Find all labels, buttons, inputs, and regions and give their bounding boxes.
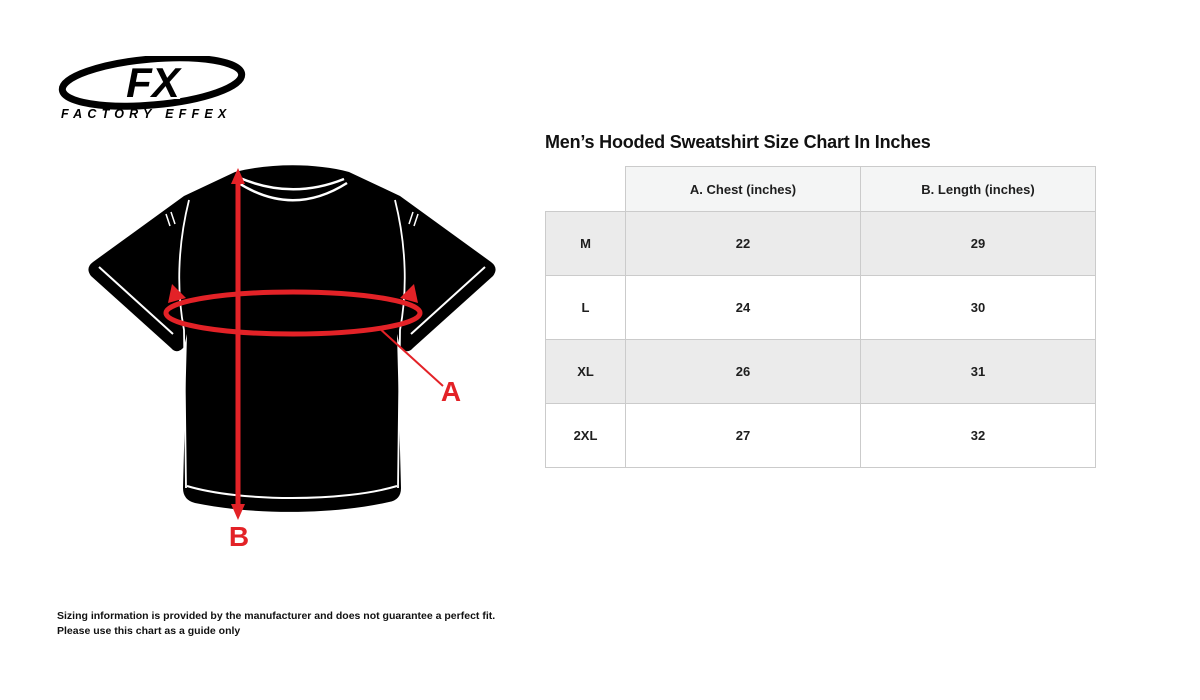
corner-cell — [546, 167, 626, 212]
table-row-l: L 24 30 — [545, 275, 1096, 340]
disclaimer-line-1: Sizing information is provided by the ma… — [57, 610, 496, 622]
sizing-disclaimer: Sizing information is provided by the ma… — [57, 609, 495, 638]
col-header-length: B. Length (inches) — [860, 166, 1096, 212]
length-cell: 29 — [860, 211, 1096, 276]
tshirt-measurement-diagram: A B — [88, 165, 496, 550]
size-cell: XL — [545, 339, 626, 404]
logo-subtext: FACTORY EFFEX — [61, 107, 231, 121]
size-chart-title: Men’s Hooded Sweatshirt Size Chart In In… — [545, 132, 931, 152]
table-row-m: M 22 29 — [545, 211, 1096, 276]
col-header-chest: A. Chest (inches) — [625, 166, 861, 212]
fx-logo-mark: FX — [58, 56, 246, 110]
length-cell: 31 — [860, 339, 1096, 404]
chest-cell: 22 — [625, 211, 861, 276]
chest-label-leader-line — [377, 326, 444, 387]
disclaimer-line-2: Please use this chart as a guide only — [57, 624, 241, 637]
chest-cell: 27 — [625, 403, 861, 468]
fx-logo-text: FX — [126, 59, 183, 106]
tshirt-silhouette — [88, 165, 496, 512]
table-row-2xl: 2XL 27 32 — [545, 403, 1096, 468]
chest-cell: 26 — [625, 339, 861, 404]
chest-measure-ellipse — [163, 284, 444, 387]
size-cell: L — [545, 275, 626, 340]
size-cell: 2XL — [545, 403, 626, 468]
length-label-b: B — [229, 521, 249, 550]
chest-cell: 24 — [625, 275, 861, 340]
length-cell: 32 — [860, 403, 1096, 468]
table-header-row: A. Chest (inches) B. Length (inches) — [546, 166, 1096, 212]
length-cell: 30 — [860, 275, 1096, 340]
chest-label-a: A — [441, 376, 461, 407]
factory-effex-logo: FX FACTORY EFFEX — [58, 56, 246, 121]
size-cell: M — [545, 211, 626, 276]
length-measure-arrow — [231, 168, 245, 520]
table-row-xl: XL 26 31 — [545, 339, 1096, 404]
size-chart-table: A. Chest (inches) B. Length (inches) M 2… — [545, 166, 1096, 468]
